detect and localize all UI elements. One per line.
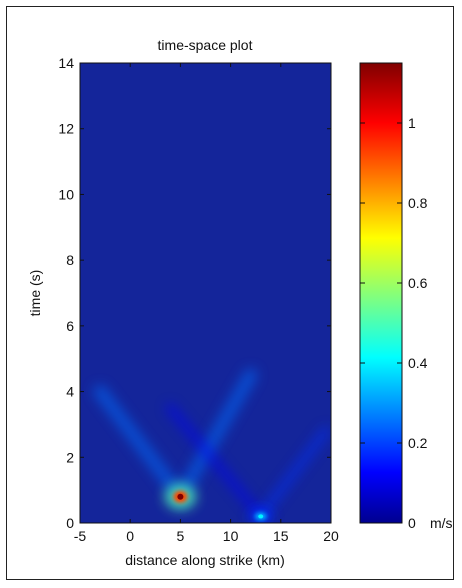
x-tick-label-1: 0 bbox=[126, 528, 134, 544]
wavefront-streak-4 bbox=[256, 426, 331, 521]
colorbar-ticks: 0 0.2 0.4 0.6 0.8 1 bbox=[360, 115, 428, 531]
y-axis-ticks: 0 2 4 6 8 10 12 14 bbox=[58, 55, 331, 531]
heatmap-features bbox=[93, 368, 331, 523]
y-axis-label: time (s) bbox=[27, 270, 43, 317]
peak-0 bbox=[177, 493, 184, 500]
colorbar-tick-label-3: 0.6 bbox=[408, 275, 428, 291]
x-tick-label-4: 15 bbox=[273, 528, 289, 544]
colorbar-tick-label-5: 1 bbox=[408, 115, 416, 131]
colorbar-tick-label-2: 0.4 bbox=[408, 355, 428, 371]
y-tick-label-7: 14 bbox=[58, 55, 74, 71]
colorbar-tick-label-4: 0.8 bbox=[408, 195, 428, 211]
peak-1 bbox=[258, 514, 264, 519]
colorbar-unit: m/s bbox=[430, 515, 453, 531]
wavefront-streak-2 bbox=[93, 385, 187, 504]
y-tick-label-1: 2 bbox=[66, 449, 74, 465]
plot-area bbox=[80, 63, 331, 523]
y-tick-label-0: 0 bbox=[66, 515, 74, 531]
colorbar-tick-label-1: 0.2 bbox=[408, 435, 428, 451]
chart-title: time-space plot bbox=[158, 37, 253, 53]
x-tick-label-3: 10 bbox=[223, 528, 239, 544]
x-tick-label-2: 5 bbox=[177, 528, 185, 544]
colorbar-tick-label-0: 0 bbox=[408, 515, 416, 531]
x-axis-ticks: -5 0 5 10 15 20 bbox=[74, 63, 339, 544]
colorbar bbox=[359, 62, 403, 524]
wavefront-streak-5 bbox=[165, 403, 266, 521]
x-tick-label-0: -5 bbox=[74, 528, 87, 544]
y-tick-label-4: 8 bbox=[66, 252, 74, 268]
y-tick-label-5: 10 bbox=[58, 186, 74, 202]
y-tick-label-6: 12 bbox=[58, 121, 74, 137]
y-tick-label-2: 4 bbox=[66, 384, 74, 400]
x-axis-label: distance along strike (km) bbox=[125, 552, 285, 568]
plot-frame bbox=[79, 62, 332, 524]
wavefront-streak-3 bbox=[173, 368, 258, 504]
y-tick-label-3: 6 bbox=[66, 318, 74, 334]
x-tick-label-5: 20 bbox=[323, 528, 339, 544]
